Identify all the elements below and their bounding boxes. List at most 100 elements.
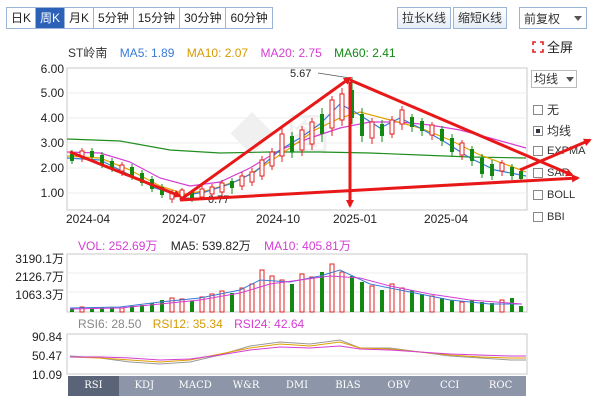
option-label: 无 xyxy=(547,103,560,117)
candle-up xyxy=(429,124,435,136)
tab-60min[interactable]: 60分钟 xyxy=(226,8,272,28)
volume-bar-up xyxy=(199,296,205,313)
volume-bar-down xyxy=(490,303,494,312)
checkbox[interactable] xyxy=(533,146,543,156)
rsi12-line xyxy=(69,341,526,363)
tab-wr[interactable]: W&R xyxy=(232,380,260,391)
volume-bar-up xyxy=(369,285,375,313)
candle-up xyxy=(339,93,345,121)
candle-up xyxy=(119,164,125,172)
date-tick: 2025-04 xyxy=(424,212,469,226)
volume-bar-down xyxy=(519,306,523,312)
tab-macd[interactable]: MACD xyxy=(178,380,212,391)
candle-down xyxy=(140,173,144,183)
volume-bar-down xyxy=(480,302,484,312)
candle-up xyxy=(269,151,275,167)
candle-down xyxy=(480,158,484,174)
volume-bar-up xyxy=(259,269,265,313)
volume-bar-down xyxy=(350,276,354,312)
overlay-select-value: 均线 xyxy=(534,72,559,86)
candle-down xyxy=(440,129,444,141)
candle-down xyxy=(360,114,364,136)
overlay-option-none[interactable]: 无 xyxy=(533,101,559,118)
overlay-option-boll[interactable]: BOLL xyxy=(533,189,575,201)
volume-bar-down xyxy=(410,290,414,312)
candle-down xyxy=(410,117,414,127)
price-tick: 6.00 xyxy=(40,62,64,76)
volume-bar-down xyxy=(450,300,454,312)
candle-down xyxy=(70,154,74,161)
tab-daily-k[interactable]: 日K xyxy=(7,8,37,28)
adjust-select-value: 前复权 xyxy=(524,11,561,26)
tab-30min[interactable]: 30分钟 xyxy=(180,8,227,28)
candle-down xyxy=(100,155,104,164)
volume-bar-up xyxy=(79,306,85,313)
tab-cci[interactable]: CCI xyxy=(440,380,460,391)
adjust-select[interactable]: 前复权 xyxy=(519,7,587,29)
tab-monthly-k[interactable]: 月K xyxy=(65,8,95,28)
volume-bar-up xyxy=(119,307,125,313)
volume-bar-down xyxy=(360,282,364,312)
trend-arrow xyxy=(519,138,592,172)
tab-15min[interactable]: 15分钟 xyxy=(133,8,181,28)
tab-dmi[interactable]: DMI xyxy=(285,380,309,391)
candle-down xyxy=(290,136,294,152)
volume-bar-up xyxy=(299,273,305,313)
overlay-option-bbi[interactable]: BBI xyxy=(533,211,565,223)
volume-ma10-line xyxy=(69,275,523,310)
ma20-value: MA20: 2.75 xyxy=(260,46,322,60)
volume-bar-up xyxy=(429,295,435,313)
volume-bar-down xyxy=(190,301,194,312)
overlay-select[interactable]: 均线 xyxy=(531,70,577,88)
candle-down xyxy=(190,192,194,198)
rsi6-line xyxy=(69,339,526,365)
tab-rsi[interactable]: RSI xyxy=(68,376,119,396)
tab-roc[interactable]: ROC xyxy=(488,380,513,391)
volume-bar-down xyxy=(440,298,444,312)
candle-down xyxy=(130,167,134,177)
overlay-option-ma[interactable]: 均线 xyxy=(533,122,571,139)
stretch-k-button[interactable]: 拉长K线 xyxy=(397,7,452,29)
chevron-down-icon xyxy=(574,15,582,21)
price-tick: 2.00 xyxy=(40,161,64,175)
volume-bar-down xyxy=(290,284,294,312)
volume-bar-up xyxy=(219,290,225,313)
high-leader-line xyxy=(317,72,351,79)
ma5-value: MA5: 1.89 xyxy=(119,46,175,60)
checkbox[interactable] xyxy=(533,190,543,200)
checkbox[interactable] xyxy=(533,104,543,115)
shrink-k-button[interactable]: 缩短K线 xyxy=(453,7,508,29)
ma10-value: MA10: 2.07 xyxy=(186,46,249,60)
ma60-line xyxy=(66,138,527,159)
volume-tick: 3190.1万 xyxy=(15,252,64,266)
chevron-down-icon xyxy=(566,76,574,82)
candle-down xyxy=(90,151,94,157)
indicator-side-panel: 均线 xyxy=(531,70,591,88)
tab-kdj[interactable]: KDJ xyxy=(134,380,155,391)
candle-down xyxy=(320,114,324,134)
rsi-tick: 90.84 xyxy=(31,330,62,344)
checkbox[interactable] xyxy=(533,212,543,222)
rsi-tick: 10.09 xyxy=(31,368,62,382)
tab-weekly-k[interactable]: 周K xyxy=(36,8,66,28)
volume-legend: VOL: 252.69万 MA5: 539.82万 MA10: 405.81万 xyxy=(78,237,361,254)
tab-bias[interactable]: BIAS xyxy=(335,380,361,391)
rsi-legend: RSI6: 28.50 RSI12: 35.34 RSI24: 42.64 xyxy=(78,317,312,331)
tab-5min[interactable]: 5分钟 xyxy=(94,8,134,28)
rsi-tick: 50.47 xyxy=(31,349,62,363)
candle-up xyxy=(239,175,245,187)
option-label: BOLL xyxy=(547,189,576,201)
volume-bar-down xyxy=(130,306,134,312)
volume-tick: 2126.7万 xyxy=(15,270,64,284)
candle-down xyxy=(230,181,234,188)
rsi24-line xyxy=(70,345,526,361)
candle-down xyxy=(160,187,164,195)
trend-arrow xyxy=(69,150,182,198)
checkbox-checked[interactable] xyxy=(533,125,543,136)
checkbox[interactable] xyxy=(533,168,543,178)
fullscreen-button[interactable]: 全屏 xyxy=(532,37,573,56)
candle-down xyxy=(420,121,424,131)
candle-up xyxy=(279,133,285,157)
date-tick: 2024-04 xyxy=(66,212,111,226)
tab-obv[interactable]: OBV xyxy=(387,380,411,391)
